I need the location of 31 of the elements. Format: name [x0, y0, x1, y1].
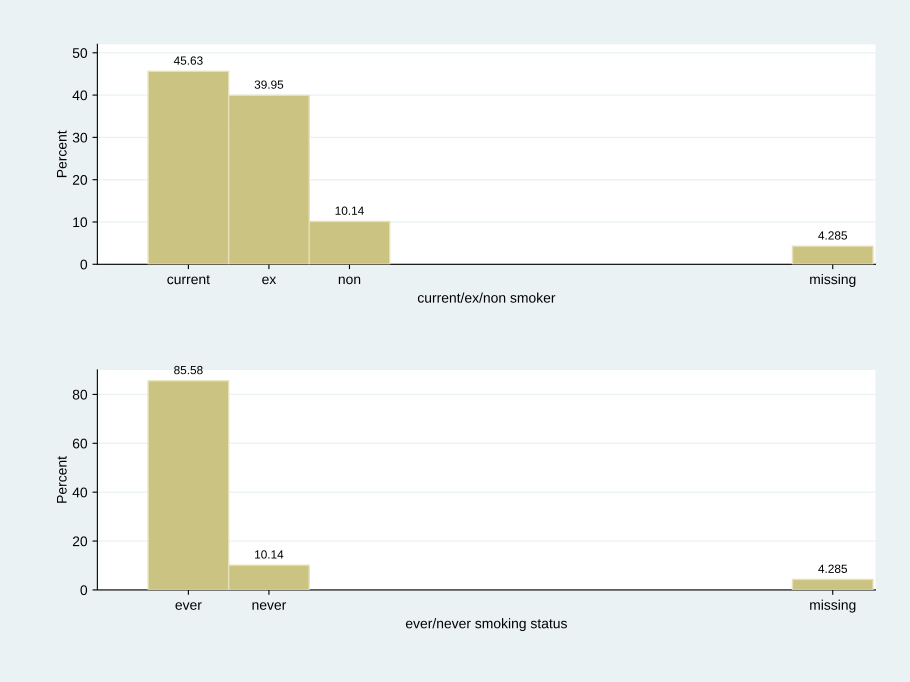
y-axis-title: Percent	[56, 456, 67, 503]
data-label: 10.14	[336, 206, 364, 215]
y-tick-label: 10	[73, 217, 88, 228]
bar	[792, 578, 874, 590]
y-tick-label: 40	[72, 90, 88, 100]
y-tick-label: 60	[72, 438, 88, 448]
data-label: 85.58	[174, 366, 203, 374]
y-axis-title: Percent	[56, 130, 67, 178]
data-label: 45.63	[174, 56, 203, 65]
y-tick-label: 30	[72, 132, 88, 143]
x-tick-label: missing	[810, 274, 856, 287]
x-tick-label: ex	[262, 276, 276, 284]
data-label: 4.285	[818, 231, 848, 240]
data-label: 39.95	[254, 80, 284, 89]
y-tick-label: 80	[72, 390, 88, 400]
y-tick-label: 20	[72, 175, 88, 185]
x-tick-label: never	[252, 602, 286, 610]
x-tick-label: missing	[810, 600, 856, 613]
x-tick-label: non	[338, 276, 360, 284]
y-tick-label: 40	[72, 488, 88, 498]
x-axis-title: ever/never smoking status	[406, 618, 567, 632]
y-tick-label: 20	[72, 536, 88, 546]
x-tick-label: ever	[175, 602, 202, 610]
data-label: 4.285	[818, 564, 848, 573]
data-label: 10.14	[255, 550, 284, 559]
y-tick-label: 50	[72, 48, 88, 58]
x-tick-label: current	[167, 275, 210, 284]
y-tick-label: 0	[80, 260, 88, 270]
x-axis-title: current/ex/non smoker	[418, 292, 556, 303]
bar	[792, 245, 874, 264]
y-tick-label: 0	[80, 585, 88, 596]
